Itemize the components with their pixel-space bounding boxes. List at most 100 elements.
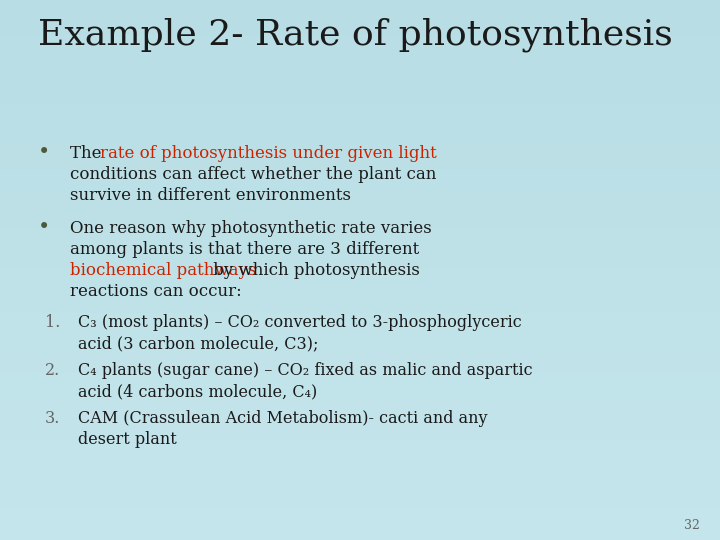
Bar xyxy=(0,86,720,89)
Bar xyxy=(0,97,720,100)
Bar xyxy=(0,416,720,418)
Bar xyxy=(0,383,720,386)
Bar xyxy=(0,273,720,275)
Bar xyxy=(0,22,720,24)
Bar xyxy=(0,181,720,184)
Bar xyxy=(0,513,720,516)
Bar xyxy=(0,313,720,316)
Bar xyxy=(0,38,720,40)
Bar xyxy=(0,494,720,497)
Bar xyxy=(0,500,720,502)
Bar xyxy=(0,165,720,167)
Bar xyxy=(0,265,720,267)
Bar xyxy=(0,251,720,254)
Bar xyxy=(0,24,720,27)
Bar xyxy=(0,108,720,111)
Bar xyxy=(0,470,720,472)
Bar xyxy=(0,529,720,532)
Bar xyxy=(0,170,720,173)
Bar xyxy=(0,359,720,362)
Bar xyxy=(0,316,720,319)
Text: acid (4 carbons molecule, C₄): acid (4 carbons molecule, C₄) xyxy=(78,383,318,400)
Bar xyxy=(0,456,720,459)
Bar xyxy=(0,205,720,208)
Bar xyxy=(0,521,720,524)
Bar xyxy=(0,386,720,389)
Bar xyxy=(0,375,720,378)
Bar xyxy=(0,59,720,62)
Bar xyxy=(0,194,720,197)
Bar xyxy=(0,329,720,332)
Bar xyxy=(0,440,720,443)
Bar xyxy=(0,216,720,219)
Text: 2.: 2. xyxy=(45,362,60,379)
Bar xyxy=(0,424,720,427)
Bar xyxy=(0,408,720,410)
Bar xyxy=(0,151,720,154)
Bar xyxy=(0,462,720,464)
Bar xyxy=(0,100,720,103)
Bar xyxy=(0,213,720,216)
Bar xyxy=(0,510,720,513)
Bar xyxy=(0,486,720,489)
Bar xyxy=(0,16,720,19)
Bar xyxy=(0,138,720,140)
Bar xyxy=(0,497,720,500)
Bar xyxy=(0,370,720,373)
Bar xyxy=(0,230,720,232)
Bar xyxy=(0,378,720,381)
Bar xyxy=(0,11,720,14)
Bar xyxy=(0,381,720,383)
Bar xyxy=(0,227,720,229)
Bar xyxy=(0,184,720,186)
Bar xyxy=(0,30,720,32)
Bar xyxy=(0,248,720,251)
Bar xyxy=(0,119,720,122)
Bar xyxy=(0,270,720,273)
Bar xyxy=(0,351,720,354)
Bar xyxy=(0,427,720,429)
Bar xyxy=(0,364,720,367)
Text: •: • xyxy=(38,218,50,237)
Bar xyxy=(0,0,720,3)
Bar xyxy=(0,246,720,248)
Bar xyxy=(0,146,720,148)
Bar xyxy=(0,373,720,375)
Bar xyxy=(0,405,720,408)
Text: survive in different environments: survive in different environments xyxy=(70,187,351,204)
Bar xyxy=(0,240,720,243)
Bar xyxy=(0,278,720,281)
Bar xyxy=(0,3,720,5)
Bar xyxy=(0,162,720,165)
Bar xyxy=(0,321,720,324)
Bar xyxy=(0,362,720,364)
Bar xyxy=(0,327,720,329)
Bar xyxy=(0,186,720,189)
Text: rate of photosynthesis under given light: rate of photosynthesis under given light xyxy=(100,145,437,162)
Bar xyxy=(0,432,720,435)
Bar xyxy=(0,367,720,370)
Bar xyxy=(0,443,720,445)
Bar xyxy=(0,340,720,343)
Bar xyxy=(0,454,720,456)
Bar xyxy=(0,57,720,59)
Text: by which photosynthesis: by which photosynthesis xyxy=(208,262,420,279)
Bar xyxy=(0,65,720,68)
Bar xyxy=(0,68,720,70)
Bar xyxy=(0,200,720,202)
Bar xyxy=(0,202,720,205)
Bar xyxy=(0,176,720,178)
Bar xyxy=(0,132,720,135)
Text: CAM (Crassulean Acid Metabolism)- cacti and any: CAM (Crassulean Acid Metabolism)- cacti … xyxy=(78,410,487,427)
Bar xyxy=(0,122,720,124)
Bar xyxy=(0,111,720,113)
Text: 32: 32 xyxy=(684,519,700,532)
Bar xyxy=(0,140,720,143)
Bar xyxy=(0,124,720,127)
Bar xyxy=(0,189,720,192)
Bar xyxy=(0,435,720,437)
Bar xyxy=(0,289,720,292)
Bar xyxy=(0,294,720,297)
Bar xyxy=(0,478,720,481)
Text: C₃ (most plants) – CO₂ converted to 3-phosphoglyceric: C₃ (most plants) – CO₂ converted to 3-ph… xyxy=(78,314,522,331)
